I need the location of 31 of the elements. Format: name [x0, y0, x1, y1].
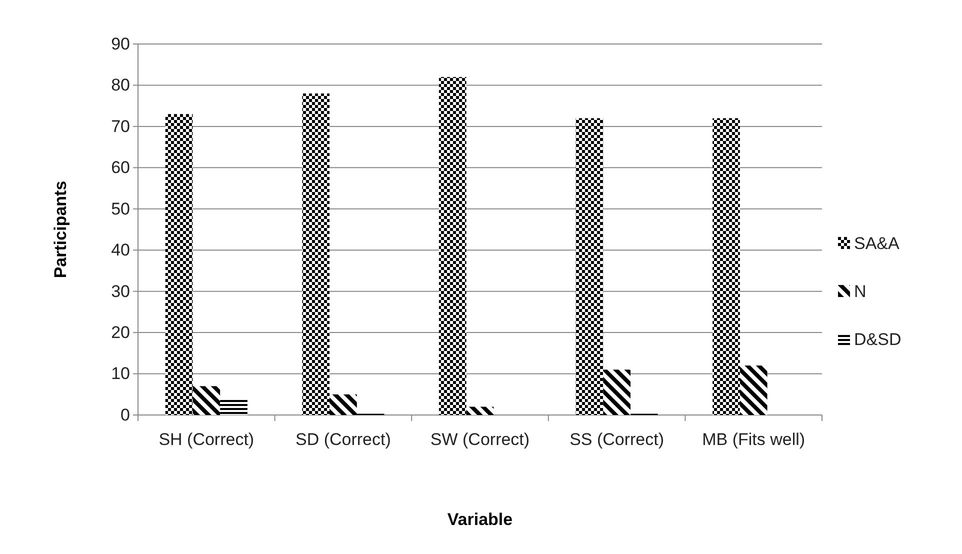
y-axis-title: Participants	[51, 180, 70, 278]
bar	[438, 76, 466, 415]
x-axis-title: Variable	[447, 510, 513, 529]
bar	[740, 366, 768, 415]
bar	[576, 118, 604, 415]
legend-label: SA&A	[854, 234, 900, 253]
bar	[603, 370, 630, 415]
bar	[302, 93, 330, 415]
y-tick-label: 10	[111, 364, 130, 384]
y-tick-label: 60	[111, 158, 130, 178]
y-tick-label: 80	[111, 76, 130, 95]
y-tick-label: 50	[111, 199, 130, 218]
x-tick-label: SD (Correct)	[295, 430, 391, 449]
x-tick-label: SW (Correct)	[430, 430, 530, 449]
y-tick-label: 20	[111, 322, 130, 342]
legend-label: N	[854, 282, 866, 301]
bar	[165, 114, 193, 415]
bar	[466, 406, 494, 415]
x-tick-label: SS (Correct)	[570, 430, 664, 449]
bar	[192, 386, 220, 415]
y-tick-label: 0	[120, 405, 130, 424]
y-tick-label: 70	[111, 116, 130, 136]
legend-label: D&SD	[854, 330, 902, 349]
y-tick-label: 90	[111, 34, 130, 54]
bar	[330, 394, 357, 415]
x-tick-label: SH (Correct)	[158, 430, 254, 449]
y-tick-label: 40	[111, 240, 130, 260]
bar	[712, 118, 740, 415]
x-tick-label: MB (Fits well)	[702, 430, 806, 449]
bar	[220, 398, 248, 415]
y-tick-label: 30	[111, 282, 130, 301]
